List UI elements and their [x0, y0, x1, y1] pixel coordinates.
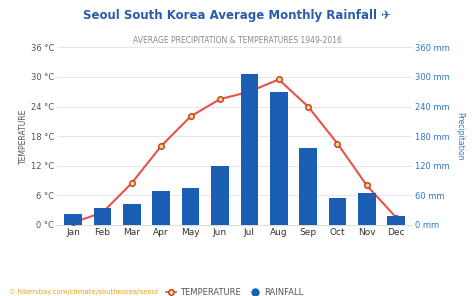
Bar: [299, 149, 317, 225]
Bar: [240, 75, 258, 225]
Y-axis label: TEMPERATURE: TEMPERATURE: [19, 108, 28, 164]
Text: ☉ hikersbay.com/climate/southkorea/seoul: ☉ hikersbay.com/climate/southkorea/seoul: [9, 289, 159, 295]
Bar: [123, 204, 141, 225]
Bar: [152, 192, 170, 225]
Bar: [328, 198, 346, 225]
Legend: TEMPERATURE, RAINFALL: TEMPERATURE, RAINFALL: [163, 285, 306, 296]
Bar: [64, 214, 82, 225]
Bar: [270, 92, 288, 225]
Y-axis label: Precipitation: Precipitation: [455, 112, 464, 160]
Bar: [93, 208, 111, 225]
Text: Seoul South Korea Average Monthly Rainfall ✈: Seoul South Korea Average Monthly Rainfa…: [83, 9, 391, 22]
Text: AVERAGE PRECIPITATION & TEMPERATURES 1949-2016: AVERAGE PRECIPITATION & TEMPERATURES 194…: [133, 36, 341, 44]
Bar: [211, 166, 229, 225]
Bar: [358, 193, 376, 225]
Bar: [387, 216, 405, 225]
Bar: [182, 188, 200, 225]
